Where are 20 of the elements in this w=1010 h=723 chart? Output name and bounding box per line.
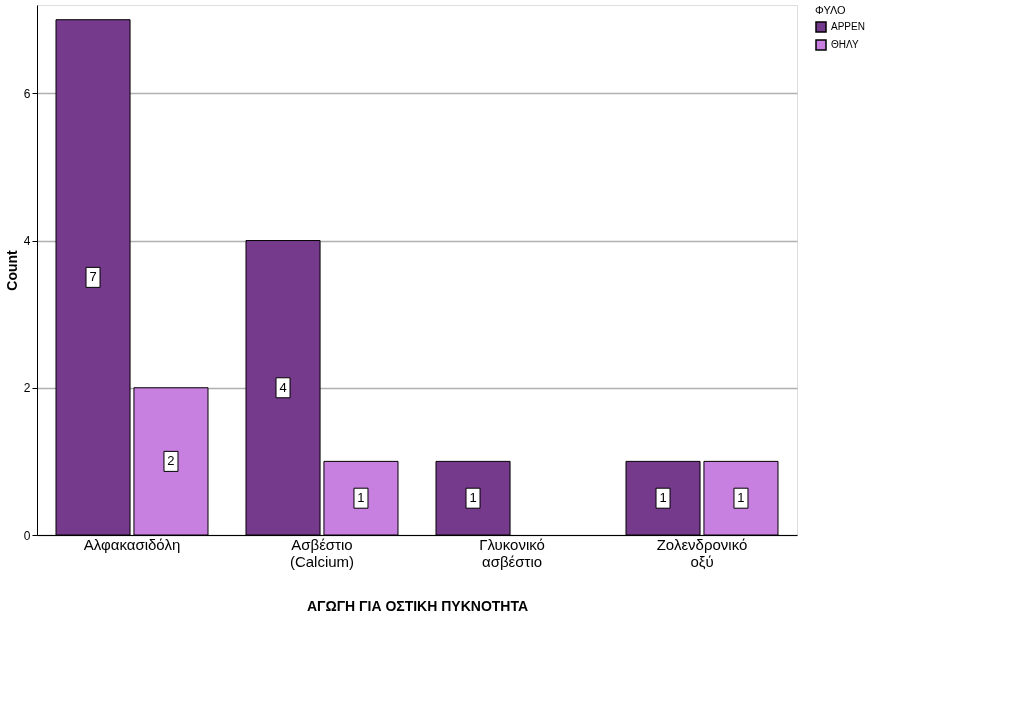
legend-label: ΘΗΛΥ <box>831 39 859 50</box>
data-label: 1 <box>659 490 667 506</box>
y-tick-label: 4 <box>23 234 31 249</box>
x-tick-label: Αλφακασιδόλη <box>83 535 181 553</box>
y-tick-label: 0 <box>23 528 31 543</box>
data-label: 4 <box>279 379 287 395</box>
data-label: 7 <box>89 269 97 285</box>
data-label: 1 <box>357 490 365 506</box>
legend-label: ΑΡΡΕΝ <box>831 21 865 32</box>
data-label: 1 <box>737 490 745 506</box>
x-tick-label: Ζολενδρονικό οξύ <box>656 535 748 570</box>
legend-title: ΦΥΛΟ <box>815 4 847 16</box>
x-tick-label: Ασβέστιο (Calcium) <box>289 535 355 570</box>
x-tick-label: Γλυκονικό ασβέστιο <box>479 535 545 570</box>
y-tick-label: 2 <box>23 381 31 396</box>
data-label: 1 <box>469 490 477 506</box>
y-tick-label: 6 <box>23 86 31 101</box>
x-axis-title: ΑΓΩΓΗ ΓΙΑ ΟΣΤΙΚΗ ΠΥΚΝΟΤΗΤΑ <box>306 597 529 614</box>
y-axis-title: Count <box>3 249 20 291</box>
data-label: 2 <box>167 453 175 469</box>
